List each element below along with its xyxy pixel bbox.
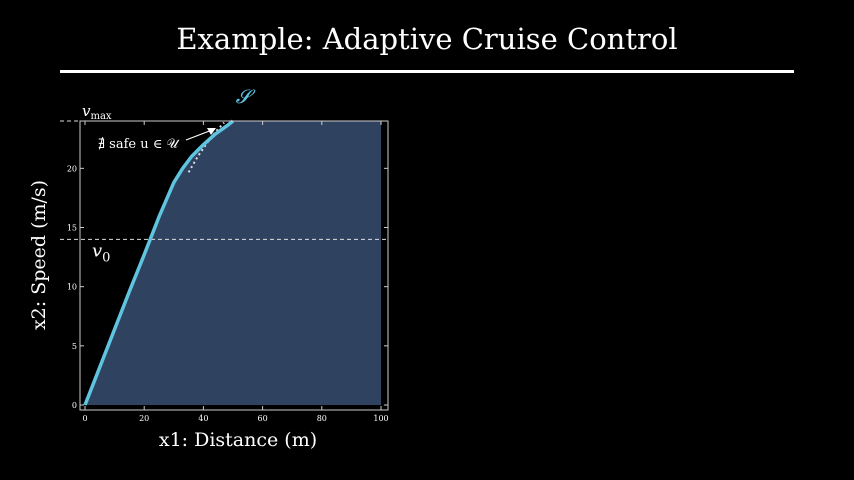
axis-layer: 0 20 40 60 80 100 0 5 10 15 20 [67,120,389,423]
y-tick-label: 15 [67,224,77,233]
reference-label-sub: max [90,111,111,122]
y-tick-label: 20 [67,164,77,173]
x-tick-label: 40 [198,414,208,423]
y-tick-label: 5 [72,342,77,351]
x-tick-label: 20 [139,414,149,423]
y-tick-label: 0 [72,401,77,410]
no-safe-control-annotation: ∄ safe u ∈ 𝒰 [98,137,181,152]
y-tick-label: 10 [67,283,77,292]
slide-title: Example: Adaptive Cruise Control [176,22,678,56]
annotation-arrowhead [207,128,216,135]
annotation-arrow [185,129,213,141]
title-underline [60,70,794,73]
x-tick-label: 80 [317,414,327,423]
reference-label-sub: 0 [102,250,110,265]
x-axis-label: x1: Distance (m) [159,429,317,451]
x-tick-label: 0 [82,414,87,423]
reference-label-0: v0 [92,240,110,265]
x-tick-label: 100 [373,414,388,423]
reference-label-max: vmax [82,102,112,122]
safe-set-label: 𝓢 [236,86,256,108]
safe-set-region [85,121,381,405]
safe-set-boundary [83,119,235,406]
plot-frame [79,120,389,411]
no-safe-control-curve [187,121,225,173]
x-tick-label: 60 [258,414,268,423]
y-axis-label: x2: Speed (m/s) [28,180,50,330]
